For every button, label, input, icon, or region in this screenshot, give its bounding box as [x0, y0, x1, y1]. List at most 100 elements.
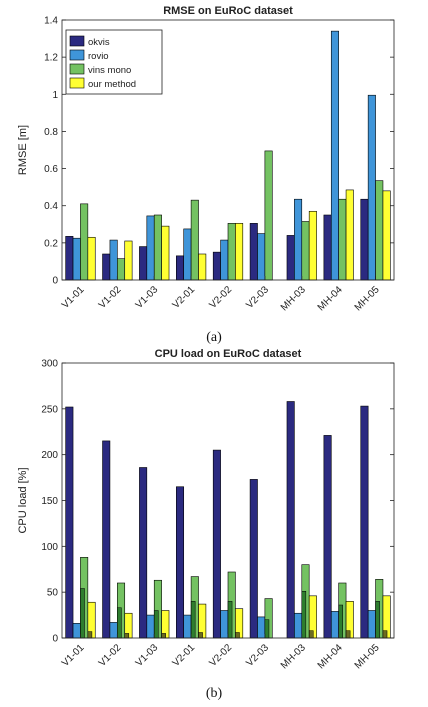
- bar-okvis: [323, 214, 332, 281]
- x-tick-label: V1-02: [97, 284, 124, 311]
- legend-swatch: [69, 35, 85, 47]
- bar-rovio: [220, 239, 229, 281]
- legend-label: our method: [88, 79, 136, 90]
- bar-series-1: [294, 612, 303, 639]
- bar-inner-segment: [235, 632, 240, 639]
- y-tick-label: 1: [52, 90, 58, 101]
- y-tick-label: 1.2: [44, 53, 58, 64]
- y-tick-label: 100: [41, 542, 58, 553]
- bar-okvis: [249, 223, 258, 281]
- chart-rmse: RMSE on EuRoC dataset 0 0.2 0.4 0.6 0.8 1 1.2 1.…: [17, 5, 395, 313]
- bar-our-method: [87, 236, 96, 281]
- bar-vins-mono: [117, 258, 126, 281]
- y-axis-label: CPU load [%]: [17, 467, 29, 533]
- bar-okvis: [176, 255, 185, 281]
- bar-vins-mono: [301, 221, 310, 281]
- x-tick-label: V2-01: [171, 284, 198, 311]
- legend-swatch: [69, 77, 85, 89]
- x-tick-label: V2-03: [244, 642, 271, 669]
- bar-inner-segment: [338, 604, 343, 639]
- bar-series-0: [176, 486, 185, 639]
- bar-our-method: [161, 225, 170, 281]
- bar-inner-segment: [264, 619, 270, 639]
- bar-our-method: [345, 189, 354, 281]
- bar-okvis: [139, 246, 148, 281]
- y-tick-label: 200: [41, 450, 58, 461]
- y-tick-label: 0.6: [44, 164, 58, 175]
- bar-series-1: [220, 610, 229, 639]
- bar-inner-segment: [308, 630, 314, 639]
- bar-series-1: [146, 614, 155, 639]
- x-tick-label: MH-05: [353, 284, 382, 313]
- caption-a: (a): [206, 330, 222, 345]
- bar-vins-mono: [190, 199, 199, 281]
- bar-vins-mono: [227, 223, 236, 281]
- bar-inner-segment: [375, 601, 380, 639]
- y-tick-label: 50: [47, 588, 59, 599]
- bar-series-1: [257, 616, 266, 639]
- y-tick-label: 1.4: [44, 16, 58, 27]
- bar-rovio: [367, 94, 376, 281]
- y-tick-label: 150: [41, 496, 58, 507]
- bar-inner-segment: [153, 610, 159, 639]
- bar-series-1: [72, 623, 81, 639]
- legend: okvis rovio vins mono our method: [65, 29, 163, 95]
- bar-inner-segment: [301, 591, 307, 639]
- y-tick-label: 300: [41, 359, 58, 370]
- legend-swatch: [69, 49, 85, 61]
- x-tick-label: V1-01: [60, 284, 87, 311]
- bar-okvis: [212, 251, 221, 281]
- bar-series-0: [65, 406, 74, 639]
- y-axis-label: RMSE [m]: [17, 125, 29, 175]
- bar-rovio: [183, 228, 192, 281]
- bar-our-method: [124, 240, 133, 281]
- y-tick-label: 0.4: [44, 201, 58, 212]
- bar-series-0: [212, 449, 221, 639]
- legend-label: vins mono: [88, 65, 131, 76]
- bar-okvis: [65, 236, 74, 281]
- bar-inner-segment: [198, 632, 203, 639]
- y-tick-label: 0.8: [44, 127, 58, 138]
- chart-cpu: CPU load on EuRoC dataset 0 50 100 150 200 250…: [17, 348, 395, 671]
- bar-our-method: [235, 223, 244, 281]
- bar-inner-segment: [117, 607, 122, 639]
- x-tick-label: MH-03: [279, 284, 308, 313]
- bar-inner-segment: [190, 601, 196, 639]
- bar-vins-mono: [153, 214, 162, 281]
- bar-rovio: [109, 239, 118, 281]
- x-tick-label: MH-03: [279, 642, 308, 671]
- bar-series-0: [360, 405, 369, 639]
- bar-series-1: [367, 610, 376, 639]
- bar-vins-mono: [264, 150, 273, 281]
- bar-okvis: [360, 198, 369, 281]
- bar-inner-segment: [80, 588, 85, 639]
- bar-vins-mono: [80, 203, 89, 281]
- x-tick-label: MH-05: [353, 642, 382, 671]
- bar-okvis: [286, 235, 295, 281]
- x-tick-label: V1-02: [97, 642, 124, 669]
- bar-series-0: [139, 467, 148, 639]
- x-tick-label: V2-01: [171, 642, 198, 669]
- x-tick-label: MH-04: [316, 642, 345, 671]
- y-tick-label: 0: [52, 276, 58, 287]
- bar-vins-mono: [338, 198, 347, 281]
- bar-series-1: [109, 622, 118, 639]
- caption-b: (b): [205, 686, 223, 701]
- x-tick-label: V2-02: [207, 642, 234, 669]
- bar-our-method: [382, 190, 391, 281]
- x-tick-label: V2-03: [244, 284, 271, 311]
- bar-rovio: [294, 198, 303, 281]
- chart-title: CPU load on EuRoC dataset: [155, 348, 302, 360]
- bar-series-0: [102, 440, 111, 639]
- bar-inner-segment: [345, 630, 351, 639]
- bar-our-method: [308, 210, 317, 281]
- bar-series-1: [330, 611, 339, 639]
- bar-rovio: [257, 233, 266, 281]
- x-tick-label: MH-04: [316, 284, 345, 313]
- legend-label: rovio: [88, 51, 109, 62]
- bar-series-0: [249, 479, 258, 639]
- bar-series-0: [323, 435, 332, 639]
- y-tick-label: 0.2: [44, 238, 58, 249]
- bar-okvis: [102, 253, 111, 281]
